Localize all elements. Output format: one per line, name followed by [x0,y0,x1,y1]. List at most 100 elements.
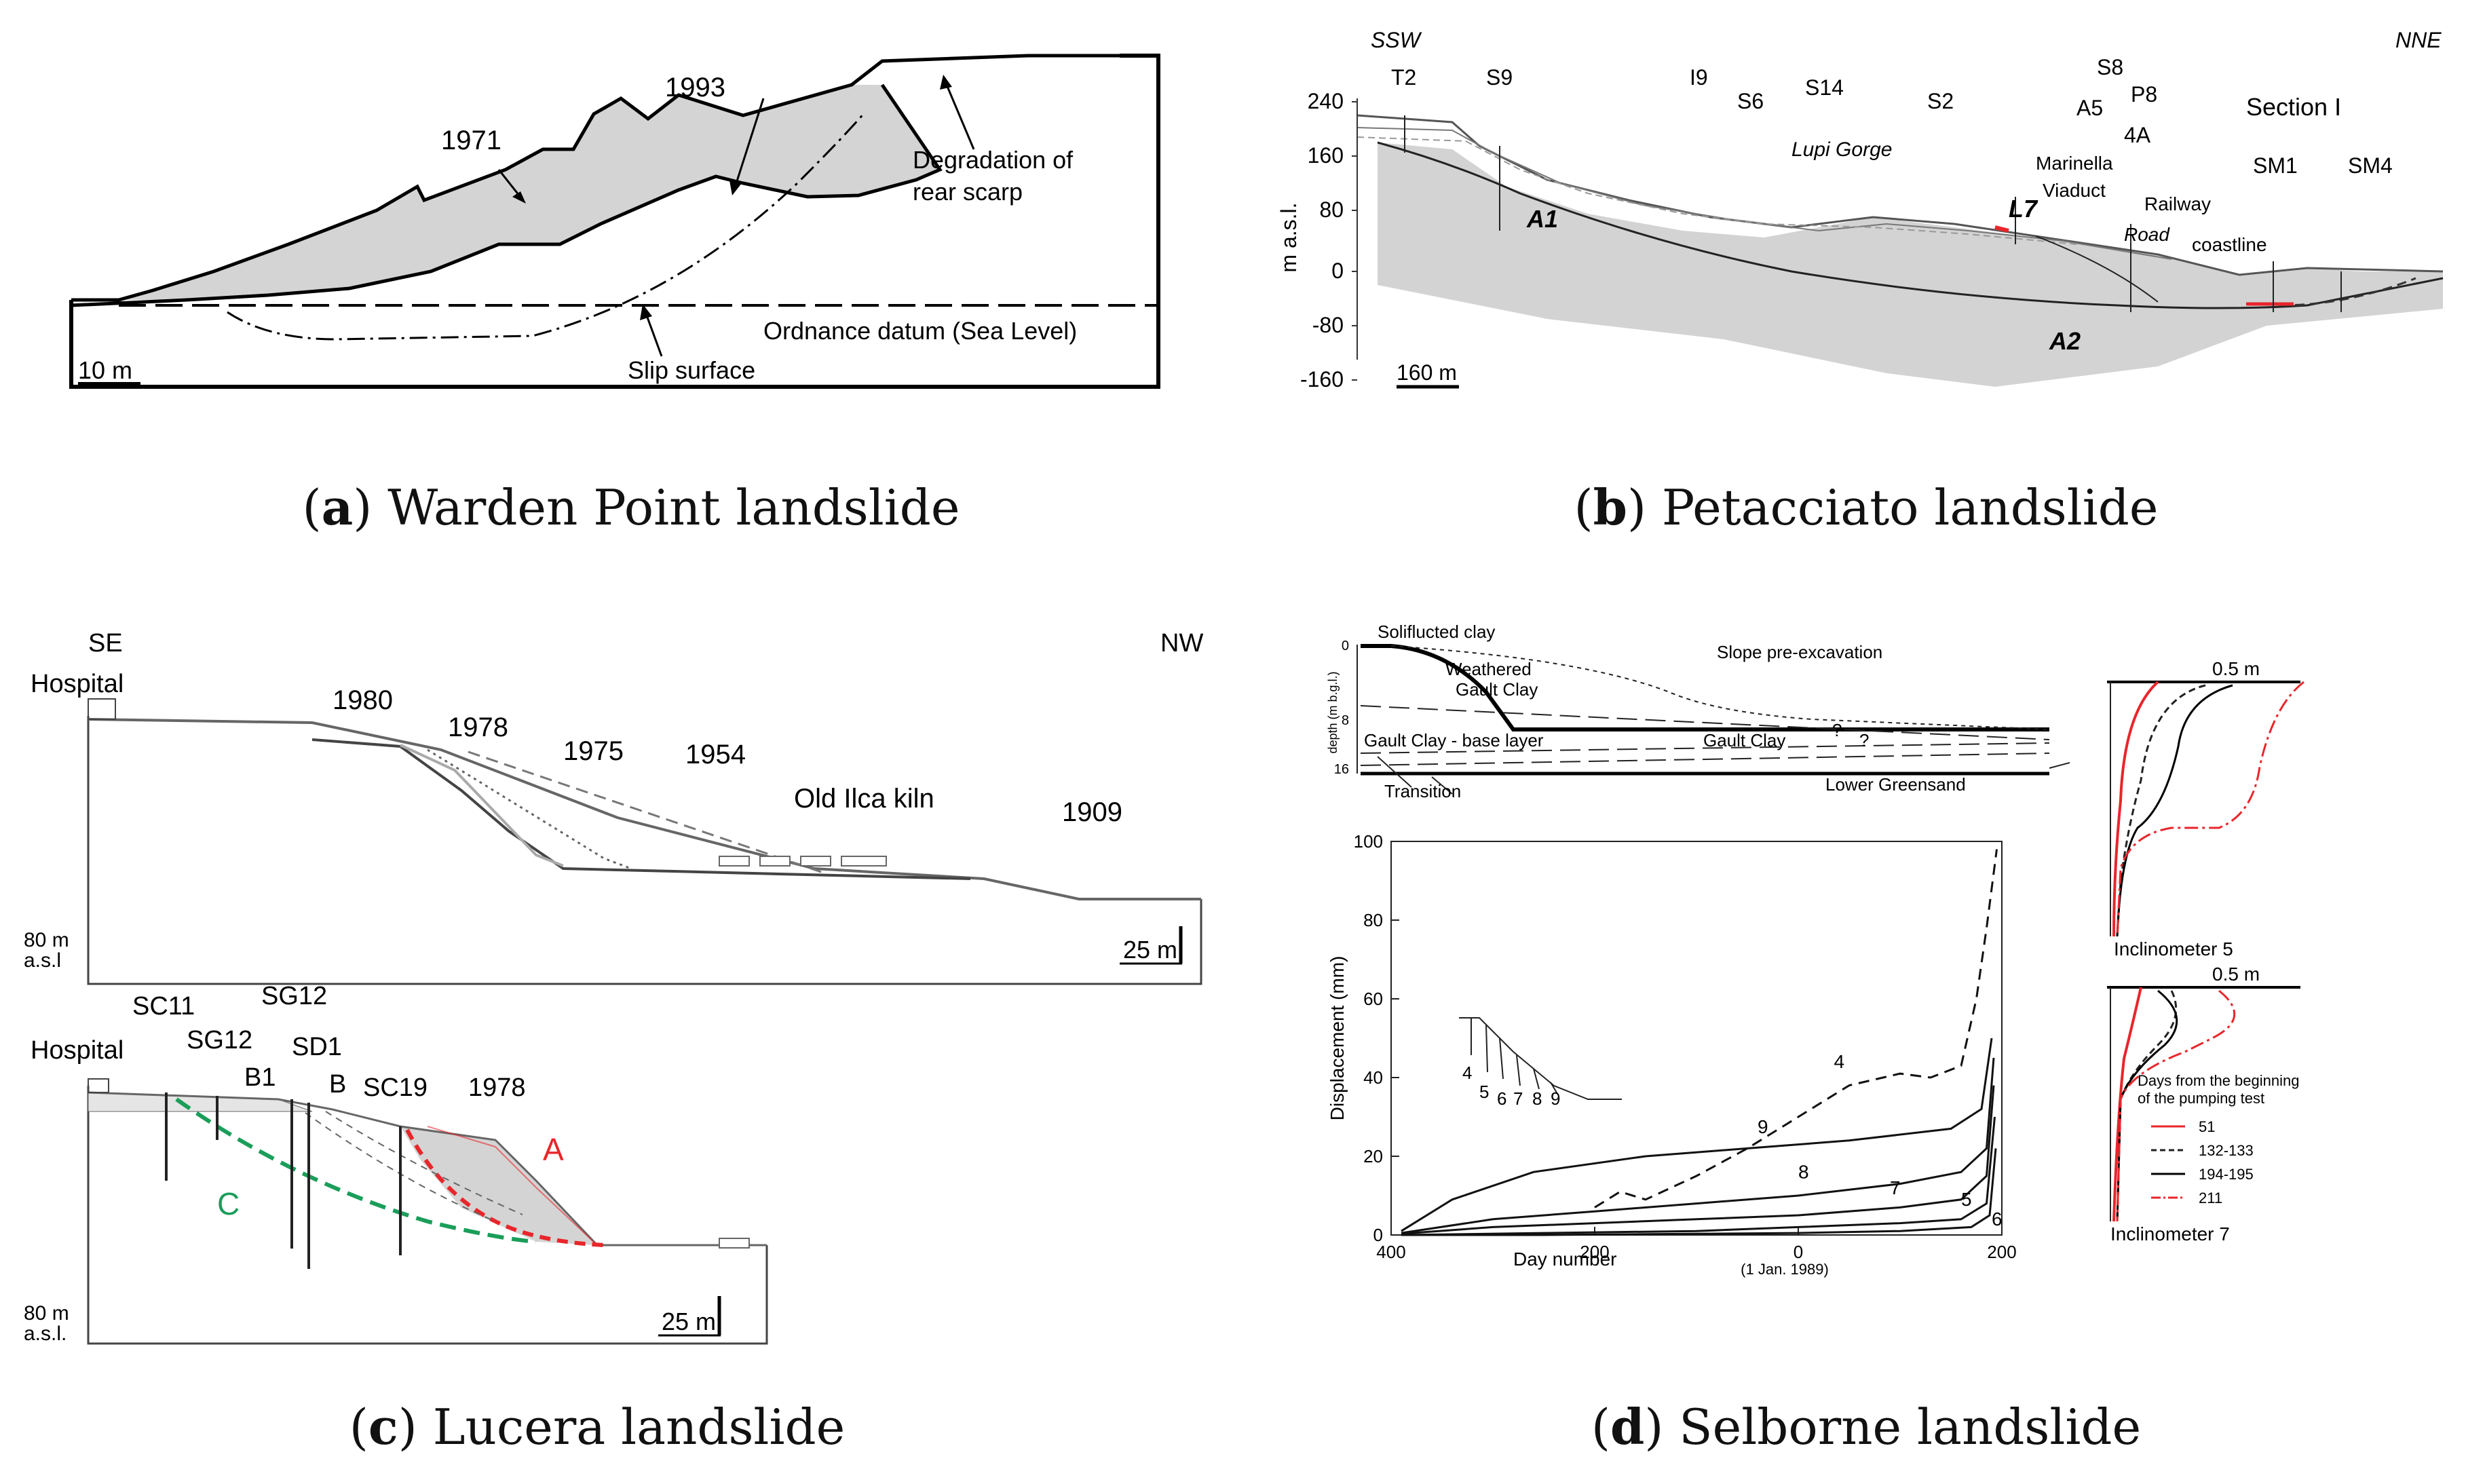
panel-d-profile-q1: ? [1832,720,1842,740]
y-tick-label: 80 [1363,910,1383,930]
panel-d-legend-title-2: of the pumping test [2138,1090,2264,1107]
panel-d-profile [1357,644,2070,795]
panel-b-label-marinella: Marinella [2036,153,2113,174]
panel-a-label-1971: 1971 [441,126,501,155]
panel-a-caption: (a) Warden Point landslide [302,478,960,536]
panel-c-hospital-top [88,698,116,720]
panel-d-selborne: Soliflucted clay Slope pre-excavation We… [1310,611,2456,1364]
panel-c-label-1980: 1980 [333,685,393,715]
panel-b-section-body [1378,142,2443,387]
panel-c-bottom-building [719,1238,750,1249]
series-line-4 [1594,849,1998,1209]
panel-b-slip-dashed [2279,277,2416,307]
panel-a-arrowhead-degradation [940,75,952,90]
series-line-6 [1401,1148,1997,1236]
panel-d-profile-weathered-1: Weathered [1445,659,1532,679]
panel-d-inclinometer-7 [2107,986,2300,1222]
panel-d-profile-depth-8: 8 [1342,713,1349,728]
panel-c-label-sg12b: SG12 [261,982,327,1010]
panel-d-profile-pre-excavation [1390,645,2050,730]
panel-b-slip-surface [1377,141,2444,309]
panel-b-bh-s9: S9 [1486,65,1513,90]
panel-d-profile-slope: Slope pre-excavation [1717,642,1882,662]
panel-b-label-nne: NNE [2395,28,2442,52]
panel-b-slip-l7 [2035,235,2159,303]
panel-b-label-a1: A1 [1526,205,1558,233]
y-tick-label: 100 [1354,831,1383,852]
panel-a-slip-surface [227,111,867,341]
panel-a-1993-profile [71,83,943,307]
panel-b-ticks [1352,101,1357,381]
panel-c-label-sg12a: SG12 [187,1026,252,1054]
panel-b-layer-2 [1357,136,2077,245]
panel-d-inset-7: 7 [1513,1088,1523,1109]
panel-b-boreholes [1404,115,2342,312]
series-line-9 [1401,1038,1993,1232]
panel-a-label-scale: 10 m [78,356,132,384]
panel-c-top-ground-1978 [400,744,564,867]
panel-d-inset-sketch [1459,1017,1622,1100]
panel-c-label-1954: 1954 [685,740,746,769]
panel-b-ytick-0: 0 [1331,259,1344,283]
panel-c-bottom-1978 [427,1126,598,1246]
panel-b-bh-i9: I9 [1690,65,1708,90]
panel-c-hospital-bot [88,1078,109,1093]
y-tick-label: 60 [1363,989,1383,1009]
panel-c-top-ground-1954 [468,750,822,873]
x-tick-label: 200 [1987,1242,2016,1262]
panel-d-chart-xnote: (1 Jan. 1989) [1741,1261,1829,1278]
panel-b-bh-t2: T2 [1391,65,1416,90]
panel-b-bh-sm4: SM4 [2348,153,2393,178]
panel-a-displaced-mass [119,85,940,300]
panel-d-inset-6: 6 [1497,1088,1506,1109]
panel-c-label-hospital-bot: Hospital [31,1036,124,1065]
panel-d-legend-132: 132-133 [2199,1142,2254,1159]
panel-b-bh-s6: S6 [1737,89,1764,113]
panel-c-fill-slide [400,1126,597,1245]
panel-c-label-b: B [329,1070,346,1099]
panel-a-arrow-1993 [735,98,765,184]
panel-a-outline [69,54,1160,389]
panel-c-label-scale-top: 25 m [1123,936,1177,964]
panel-d-legend-211: 211 [2199,1190,2222,1206]
panel-b-caption: (b) Petacciato landslide [1574,478,2159,536]
panel-c-label-nw: NW [1160,629,1203,658]
panel-c-label-sd1: SD1 [292,1033,342,1061]
panel-b-bh-p8: P8 [2131,82,2157,107]
series-label-6: 6 [1992,1209,2003,1230]
x-tick-label: 0 [1794,1242,1803,1262]
panel-d-chart-axes: 0 20 40 60 80 100 400 200 0 200 [1354,831,2017,1262]
panel-d-inset-4: 4 [1462,1063,1472,1083]
panel-c-label-asl-bot: a.s.l. [24,1323,67,1345]
panel-b-label-viaduct: Viaduct [2043,180,2106,201]
panel-b-bh-s2: S2 [1927,89,1954,113]
panel-c-slip-a [405,1128,605,1247]
panel-c-label-sc11: SC11 [132,992,195,1021]
panel-b-bh-4a: 4A [2124,123,2151,147]
panel-d-inc5-label: Inclinometer 5 [2114,938,2233,959]
panel-d-inclinometer-5 [2107,681,2304,937]
panel-c-caption: (c) Lucera landslide [349,1398,846,1456]
panel-d-inc5-scale: 0.5 m [2212,658,2260,679]
panel-c-label-se: SE [88,629,123,658]
panel-b-bh-s8: S8 [2097,55,2123,79]
panel-d-caption-title: Selborne landslide [1663,1399,2142,1456]
panel-c-bottom-frame [87,1086,768,1345]
y-tick-label: 40 [1363,1067,1383,1088]
y-tick-label: 20 [1363,1146,1383,1166]
panel-b-bh-sm1: SM1 [2253,153,2298,178]
panel-c-label-scale-bot: 25 m [662,1308,716,1335]
panel-c-caption-letter: c [368,1398,398,1456]
panel-c-label-b1: B1 [244,1063,276,1092]
panel-d-legend-title-1: Days from the beginning [2138,1072,2299,1089]
series-label-7: 7 [1890,1177,1901,1198]
panel-b-label-l7: L7 [2009,195,2038,223]
series-line-8 [1401,1057,1995,1234]
panel-a-arrow-slip [645,315,663,357]
series-line-5 [1401,1116,1996,1236]
panel-b-yaxis-label: m a.s.l. [1276,202,1301,272]
panel-c-lucera: SE NW Hospital 1980 1978 1975 1954 Old I… [20,624,1215,1364]
panel-c-label-asl-top: a.s.l [24,949,61,972]
panel-a-caption-letter: a [321,478,354,536]
panel-c-label-1978b: 1978 [468,1073,526,1102]
